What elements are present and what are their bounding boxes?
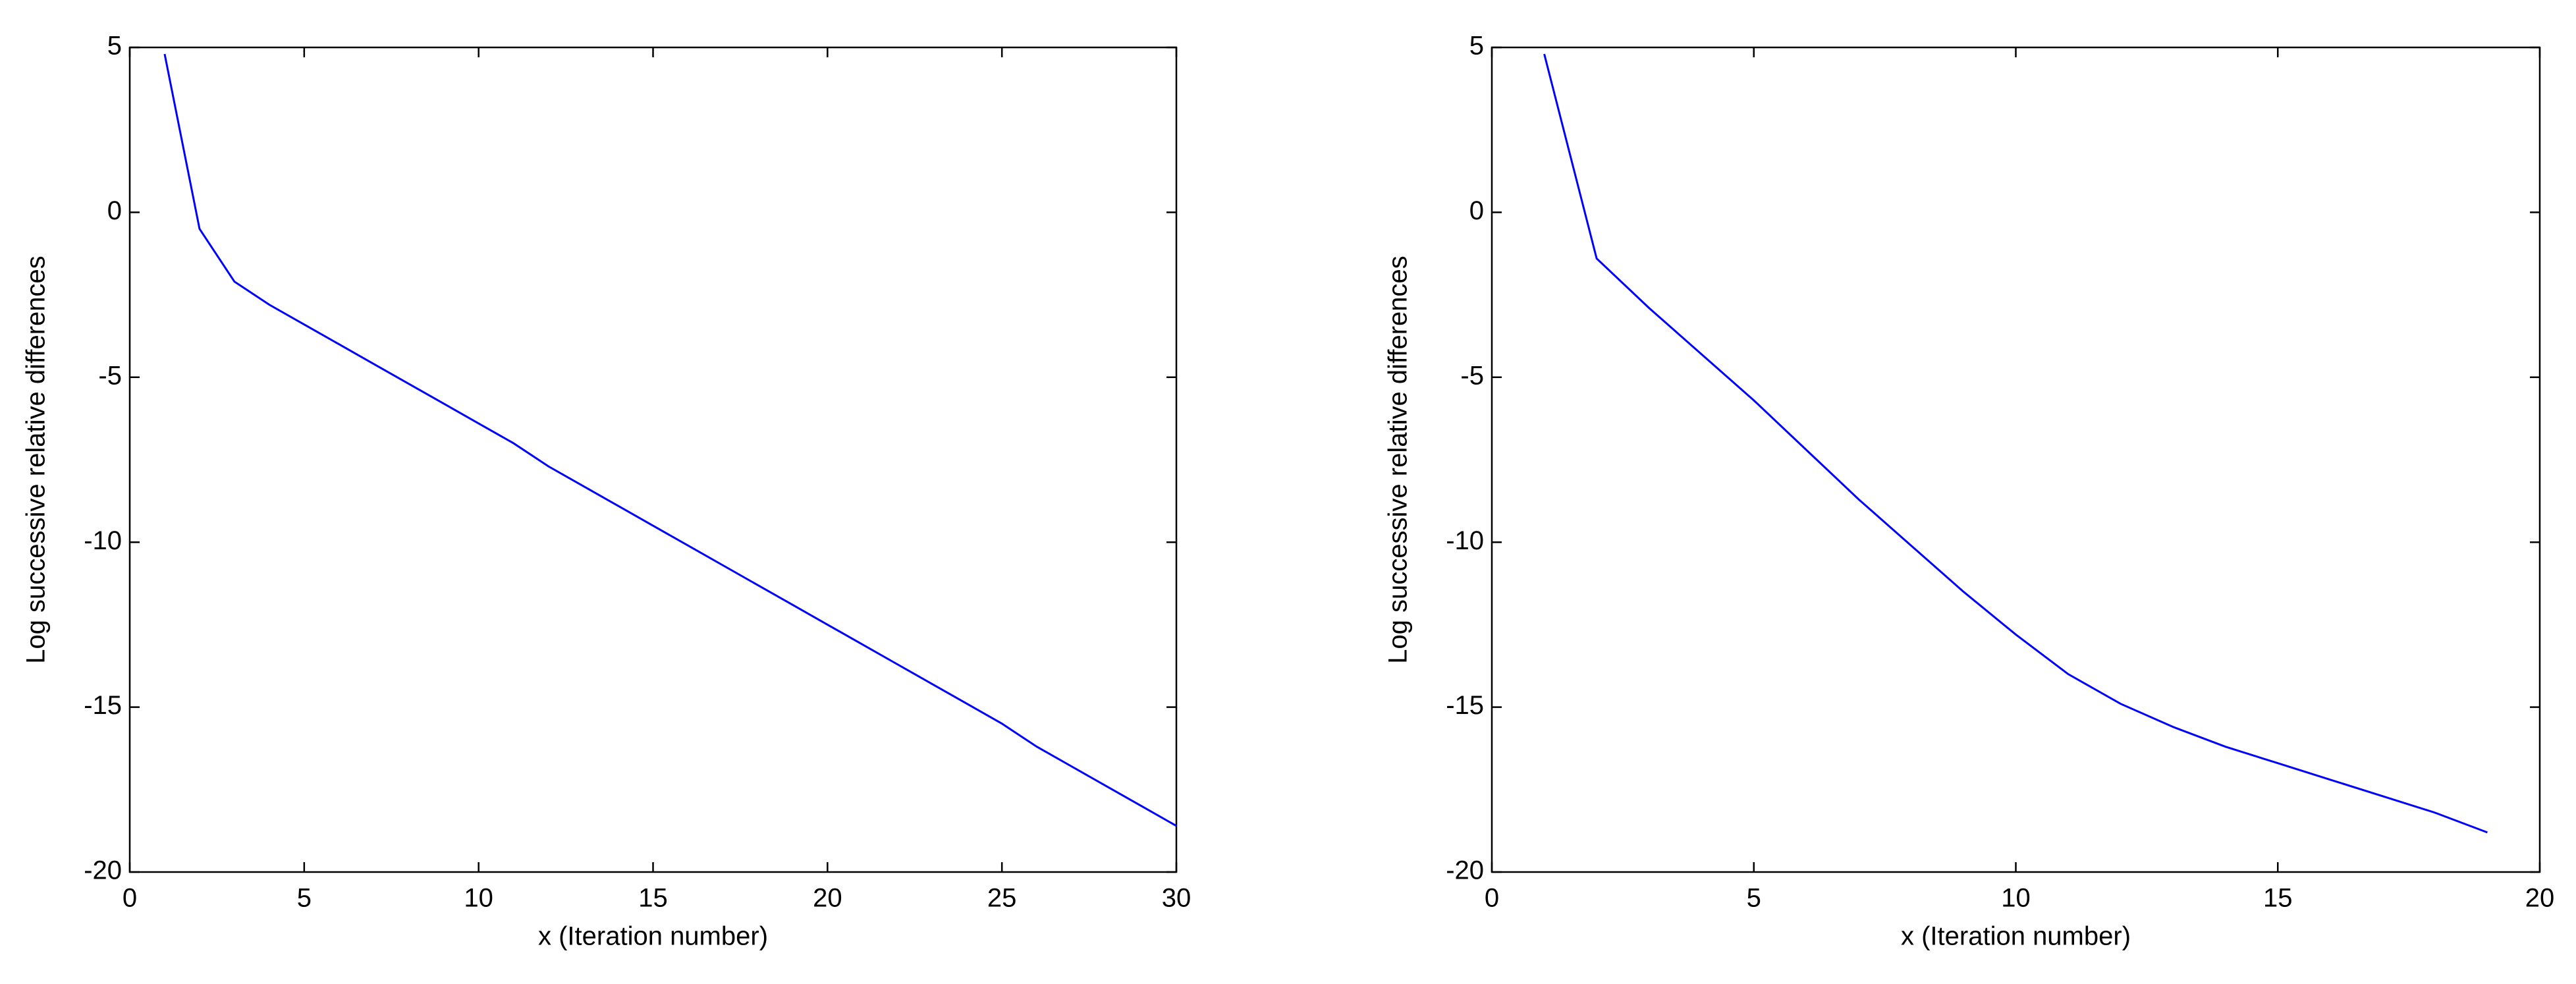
x-tick-label: 20 (2525, 884, 2555, 913)
x-tick-label: 25 (987, 884, 1017, 913)
x-tick-label: 30 (1162, 884, 1192, 913)
x-tick-label: 5 (297, 884, 312, 913)
line (1543, 53, 2488, 834)
x-tick-label: 10 (2001, 884, 2031, 913)
y-tick-label: 5 (107, 32, 122, 61)
x-tick-label: 0 (1485, 884, 1499, 913)
x-tick-label: 10 (464, 884, 493, 913)
x-tick-label: 0 (123, 884, 137, 913)
x-tick-label: 20 (813, 884, 842, 913)
y-tick-label: -20 (1446, 856, 1484, 885)
y-tick-label: -5 (98, 361, 122, 390)
y-tick-label: -10 (1446, 526, 1484, 555)
y-tick-label: 0 (1469, 196, 1484, 225)
x-tick-label: 15 (2263, 884, 2293, 913)
y-tick-label: -15 (84, 691, 122, 720)
line (163, 53, 1177, 827)
y-tick-label: -20 (84, 856, 122, 885)
y-tick-label: 0 (107, 196, 122, 225)
axes-box (128, 46, 1178, 873)
y-tick-label: 5 (1469, 32, 1484, 61)
y-axis-label: Log successive relative differences (22, 256, 51, 664)
y-tick-label: -15 (1446, 691, 1484, 720)
y-tick-label: -5 (1460, 361, 1484, 390)
x-tick-label: 5 (1747, 884, 1761, 913)
axes-box (1491, 46, 2541, 873)
y-tick-label: -10 (84, 526, 122, 555)
x-axis-label: x (Iteration number) (538, 922, 768, 951)
y-axis-label: Log successive relative differences (1384, 256, 1413, 664)
x-tick-label: 15 (638, 884, 668, 913)
x-axis-label: x (Iteration number) (1901, 922, 2131, 951)
